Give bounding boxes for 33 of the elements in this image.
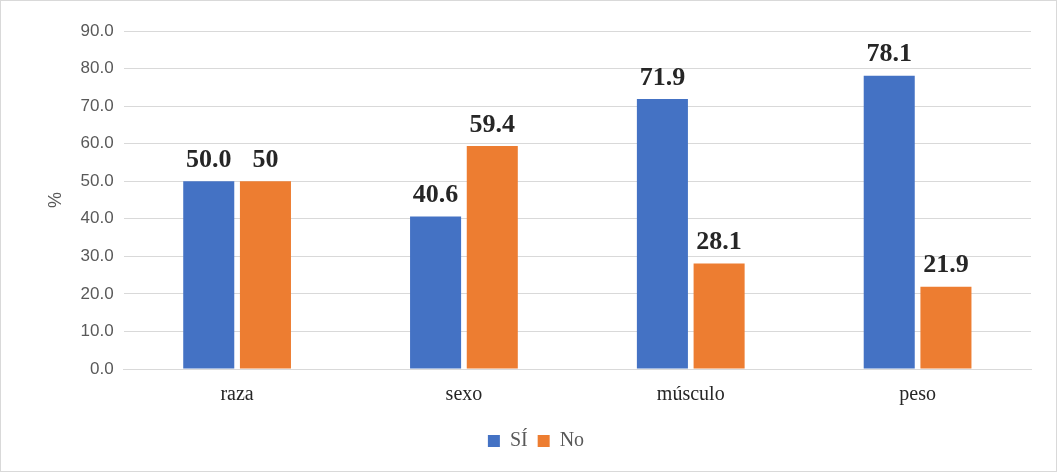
data-label: 78.1 [866,38,912,68]
y-axis-title: % [44,191,65,209]
bar [410,216,462,369]
y-tick-label: 40.0 [80,208,114,228]
bar [636,98,688,369]
bar [693,263,745,369]
bar [239,181,291,369]
x-tick-label: músculo [656,382,725,405]
bar [920,286,972,369]
bar [183,181,235,369]
bar [863,75,915,369]
y-tick-label: 50.0 [80,170,114,190]
y-tick-label: 70.0 [80,95,114,115]
x-tick-label: peso [899,382,936,406]
y-tick-label: 80.0 [80,58,114,78]
data-label: 21.9 [923,249,969,279]
x-tick-label: raza [220,382,254,405]
y-tick-label: 10.0 [80,321,114,341]
data-label: 40.6 [412,179,459,209]
legend-label: No [559,428,585,451]
data-label: 59.4 [469,108,516,138]
x-tick-label: sexo [445,382,483,405]
y-tick-label: 60.0 [80,133,114,153]
data-label: 71.9 [639,61,686,91]
y-tick-label: 0.0 [90,358,114,378]
y-tick-label: 90.0 [80,20,114,40]
data-label: 50 [252,143,279,173]
data-label: 50.0 [186,143,232,173]
y-tick-label: 20.0 [80,283,114,303]
data-label: 28.1 [696,226,742,256]
bar [466,145,518,369]
legend-label: SÍ [509,428,529,451]
y-tick-label: 30.0 [80,246,114,266]
